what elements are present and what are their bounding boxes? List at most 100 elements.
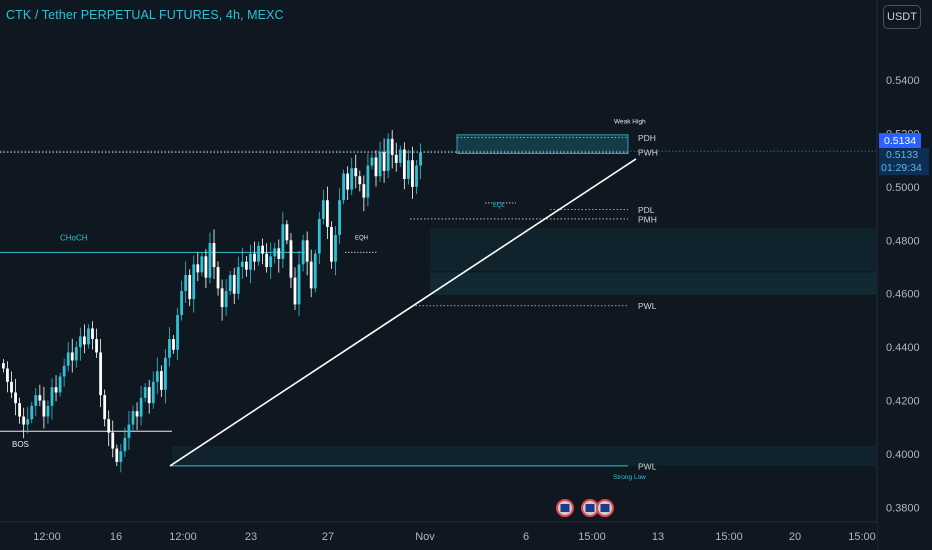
candle-body [139, 397, 143, 417]
candle-body [382, 152, 386, 171]
time-tick-label: 23 [245, 531, 257, 543]
candle-body [273, 248, 277, 257]
candle-body [200, 256, 204, 273]
level-label-pwl-lower: PWL [638, 461, 657, 471]
candle-body [50, 387, 54, 406]
candle-body [350, 168, 354, 190]
time-axis[interactable] [0, 522, 877, 550]
candle-body [131, 411, 135, 425]
candle-body [378, 152, 382, 177]
candle-body [176, 315, 179, 350]
price-tick-label: 0.4000 [886, 449, 920, 461]
time-tick-label: 27 [322, 531, 334, 543]
current-price-box [879, 148, 929, 176]
candle-body [374, 157, 378, 177]
candle-body [14, 392, 17, 404]
candle-body [6, 368, 9, 382]
candle-body [390, 138, 394, 155]
candle-body [407, 160, 410, 179]
candle-body [87, 328, 90, 345]
last-price-badge [879, 133, 921, 149]
candle-body [269, 256, 273, 268]
candle-body [346, 173, 350, 190]
candle-body [386, 138, 390, 171]
candle-body [289, 240, 293, 278]
price-tick-label: 0.4200 [886, 396, 920, 408]
candle-body [370, 157, 374, 166]
candle-body [220, 288, 224, 308]
level-label-pmh: PMH [638, 214, 657, 224]
time-tick-label: 15:00 [848, 531, 876, 543]
demand-zone-lower [430, 272, 876, 296]
candle-body [265, 253, 269, 268]
time-tick-label: 13 [652, 531, 664, 543]
candle-body [249, 253, 252, 270]
candle-body [151, 381, 155, 404]
time-tick-label: 12:00 [33, 531, 61, 543]
candle-body [305, 240, 309, 262]
currency-button[interactable]: USDT [883, 5, 921, 29]
price-tick-label: 0.5000 [886, 182, 920, 194]
candle-body [338, 200, 341, 235]
candle-body [354, 168, 358, 177]
flag-event-icon-inner [600, 504, 610, 512]
time-tick-label: 20 [789, 531, 801, 543]
candle-body [236, 267, 240, 294]
candle-body [301, 240, 305, 265]
candle-body [66, 352, 70, 366]
level-label-pwl-upper: PWL [638, 301, 657, 311]
candle-body [159, 371, 163, 390]
candle-body [22, 416, 26, 425]
candle-body [123, 437, 127, 452]
flag-event-icon-inner [560, 504, 570, 512]
candle-body [38, 395, 42, 401]
price-tick-label: 0.4400 [886, 342, 920, 354]
candle-body [321, 200, 325, 219]
candle-body [91, 328, 94, 340]
choch-label: CHoCH [60, 233, 88, 242]
candle-body [18, 403, 21, 417]
current-price-text: 0.5133 [886, 149, 918, 161]
candle-body [257, 245, 260, 262]
time-tick-label: 12:00 [169, 531, 197, 543]
bos-label: BOS [12, 440, 29, 449]
price-tick-label: 0.4800 [886, 235, 920, 247]
candle-body [285, 224, 289, 241]
candle-body [26, 419, 30, 425]
level-label-pdh: PDH [638, 133, 656, 143]
price-tick-label: 0.5400 [886, 75, 920, 87]
eqh-label: EQH [355, 235, 368, 241]
candle-body [208, 242, 212, 278]
candle-body [70, 352, 74, 361]
candle-body [172, 339, 175, 350]
price-axis[interactable] [877, 0, 932, 550]
candle-body [366, 165, 370, 198]
candle-body [135, 411, 139, 417]
candle-body [168, 339, 171, 358]
candle-body [261, 245, 264, 254]
candle-body [240, 261, 244, 268]
eql-label: EQL [493, 203, 506, 209]
candle-body [293, 277, 297, 305]
candle-body [419, 152, 422, 166]
candle-body [103, 395, 107, 420]
candle-body [58, 376, 62, 393]
candle-body [411, 160, 414, 187]
candle-body [83, 336, 86, 345]
candle-body [119, 451, 123, 462]
candle-body [358, 176, 362, 185]
candle-body [62, 365, 66, 377]
candle-body [30, 405, 34, 420]
strong-low-zone [172, 445, 876, 466]
candle-body [224, 291, 228, 308]
flag-event-icon-inner [585, 504, 595, 512]
candle-body [281, 224, 285, 259]
time-tick-label: 15:00 [715, 531, 743, 543]
candle-body [2, 363, 5, 369]
candle-body [147, 387, 151, 404]
candle-body [46, 405, 50, 417]
candle-body [115, 448, 119, 462]
candle-body [111, 432, 115, 449]
